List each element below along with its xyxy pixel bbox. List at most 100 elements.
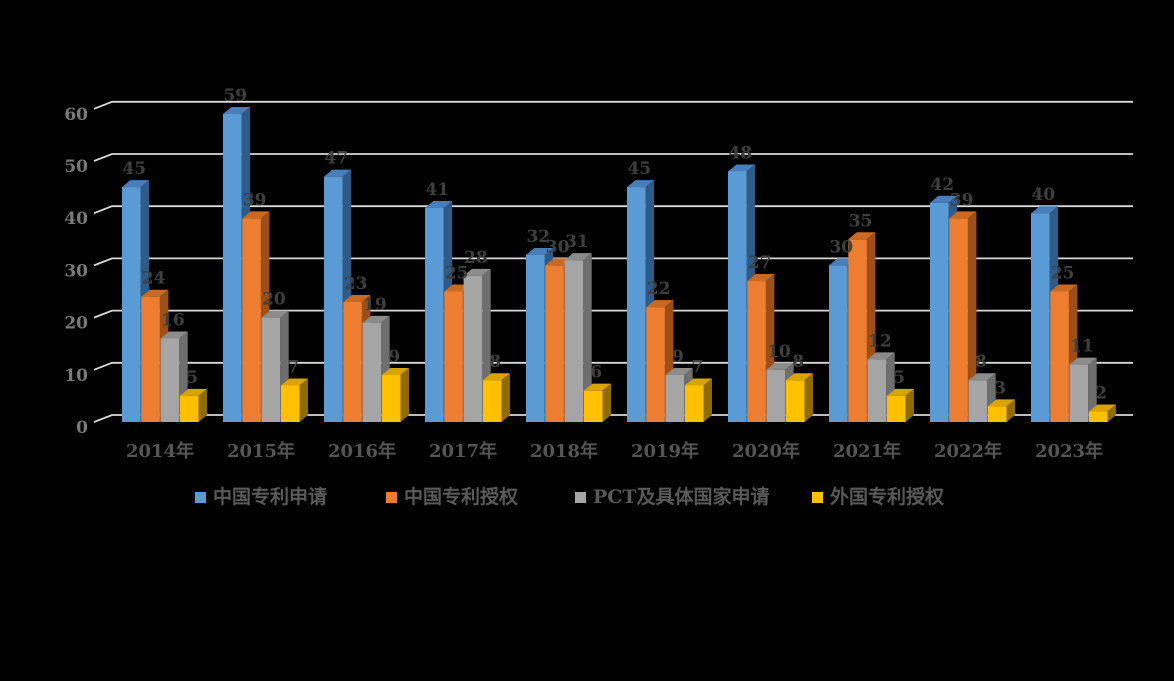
data-label: 24 — [142, 269, 166, 289]
bars — [122, 107, 1116, 423]
data-labels: 4524165593920747231994125288323031645229… — [122, 86, 1107, 404]
data-label: 39 — [243, 190, 267, 210]
bar — [223, 114, 242, 423]
gridline — [93, 257, 1133, 267]
bar-top-face — [122, 180, 150, 188]
gridlines — [93, 100, 1133, 423]
bar — [1088, 411, 1108, 422]
bar-top-face — [463, 268, 491, 276]
bar-top-face — [381, 368, 409, 376]
x-axis-label: 2015年 — [227, 440, 295, 462]
y-tick-label: 30 — [64, 261, 88, 281]
bar-top-face — [646, 300, 674, 308]
gridline — [93, 100, 1133, 110]
legend-item-cn-applications: 中国专利申请 — [195, 486, 327, 508]
data-label: 11 — [1070, 337, 1094, 357]
data-label: 7 — [287, 357, 299, 377]
data-label: 27 — [748, 253, 772, 273]
data-label: 16 — [161, 310, 185, 330]
data-label: 7 — [691, 357, 703, 377]
bar-top-face — [1088, 404, 1116, 412]
bar-side-face — [1088, 357, 1097, 422]
bar-top-face — [343, 294, 371, 302]
bar — [362, 322, 382, 422]
y-tick-label: 20 — [64, 314, 88, 334]
data-label: 9 — [388, 347, 400, 367]
legend-label: 中国专利授权 — [404, 486, 519, 508]
bar-top-face — [665, 368, 693, 376]
data-label: 9 — [672, 347, 684, 367]
data-label: 25 — [1051, 264, 1075, 284]
data-label: 31 — [565, 232, 589, 252]
data-label: 35 — [849, 211, 873, 231]
bar-top-face — [1031, 206, 1059, 214]
data-label: 8 — [975, 352, 987, 372]
data-label: 2 — [1095, 384, 1107, 404]
bar-top-face — [968, 373, 996, 381]
bar-top-face — [223, 107, 251, 115]
bar-top-face — [627, 180, 655, 188]
bar-top-face — [1069, 357, 1097, 365]
bar-top-face — [684, 378, 712, 386]
bar — [545, 265, 564, 422]
data-label: 45 — [627, 159, 651, 179]
data-label: 59 — [223, 86, 247, 106]
legend-swatch-orange-icon — [386, 491, 397, 503]
bar-top-face — [583, 383, 611, 391]
bar-top-face — [280, 378, 308, 386]
legend-label: 外国专利授权 — [830, 486, 945, 508]
data-label: 5 — [893, 368, 905, 388]
bar — [829, 265, 848, 422]
bar — [646, 307, 665, 422]
bar-side-face — [583, 253, 592, 422]
bar — [684, 385, 704, 422]
y-tick-label: 40 — [64, 209, 88, 229]
y-tick-label: 10 — [64, 366, 88, 386]
bar-top-face — [766, 362, 794, 370]
bar — [627, 187, 646, 422]
y-tick-label: 50 — [64, 157, 88, 177]
data-label: 47 — [324, 149, 348, 169]
bar-side-face — [967, 211, 977, 422]
bar-side-face — [400, 368, 409, 422]
bar — [747, 281, 766, 422]
data-label: 48 — [728, 143, 752, 163]
legend-label: PCT及具体国家申请 — [593, 486, 770, 508]
data-label: 20 — [262, 290, 286, 310]
x-axis-labels: 2014年 2015年 2016年 2017年 2018年 2019年 2020年 2021年… — [126, 440, 1103, 462]
x-axis-label: 2016年 — [328, 440, 396, 462]
bar — [1031, 213, 1050, 422]
bar — [949, 218, 968, 422]
bar-side-face — [299, 378, 308, 422]
bar-top-face — [242, 211, 270, 219]
gridline — [93, 153, 1133, 162]
data-label: 45 — [122, 159, 146, 179]
bar — [930, 202, 949, 422]
bar-top-face — [747, 274, 775, 282]
data-label: 39 — [950, 190, 974, 210]
bar-top-face — [785, 373, 813, 381]
data-label: 32 — [526, 227, 550, 247]
bar-top-face — [482, 373, 510, 381]
x-axis-label: 2023年 — [1035, 440, 1103, 462]
bar — [1050, 291, 1069, 422]
bar-top-face — [261, 310, 289, 318]
data-label: 30 — [829, 237, 853, 257]
bar-side-face — [703, 378, 712, 422]
bar — [482, 380, 502, 422]
x-axis-label: 2018年 — [530, 440, 598, 462]
gridline — [93, 309, 1133, 319]
bar — [564, 260, 584, 422]
y-axis-labels: 0 10 20 30 40 50 60 — [64, 105, 88, 438]
bar — [583, 390, 603, 422]
data-label: 12 — [868, 331, 892, 351]
legend-item-pct-applications: PCT及具体国家申请 — [575, 486, 770, 508]
bar-top-face — [949, 211, 977, 219]
chart-legend: 中国专利申请 中国专利授权 PCT及具体国家申请 外国专利授权 — [0, 486, 1174, 510]
x-axis-label: 2020年 — [732, 440, 800, 462]
legend-item-cn-grants: 中国专利授权 — [386, 486, 518, 508]
bar — [728, 171, 747, 422]
bar — [968, 380, 988, 422]
x-axis-label: 2014年 — [126, 440, 194, 462]
